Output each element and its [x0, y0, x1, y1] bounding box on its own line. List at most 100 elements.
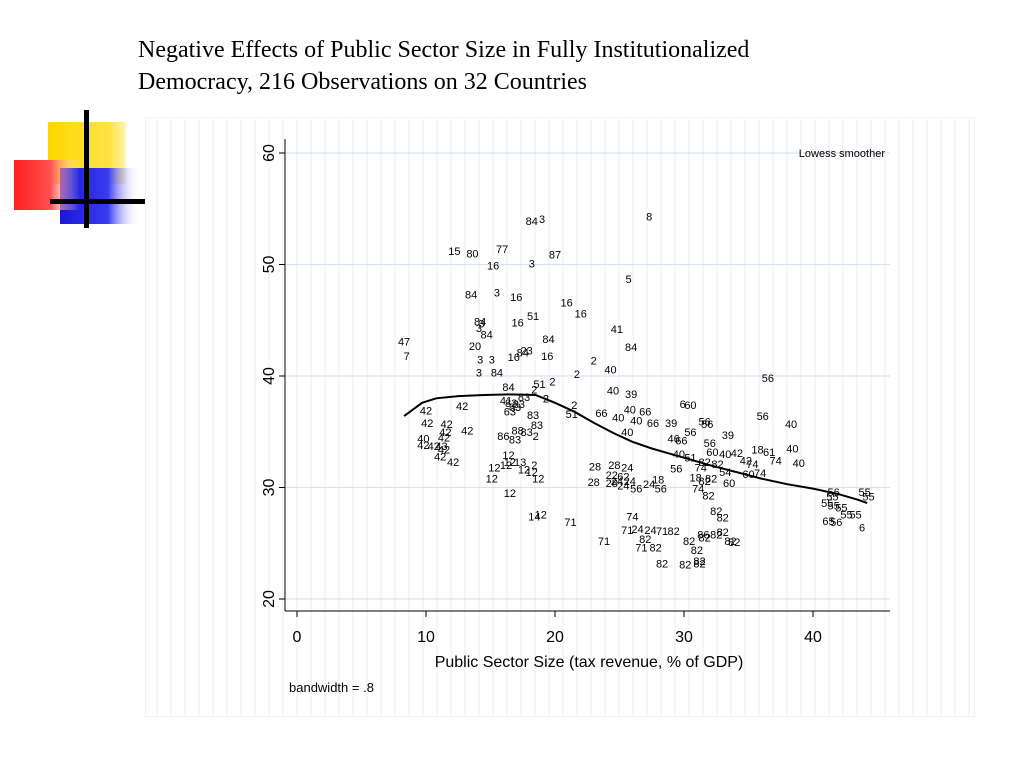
scatter-point-label: 40	[604, 364, 616, 376]
x-tick-label: 30	[675, 629, 693, 646]
scatter-point-label: 12	[518, 465, 530, 477]
scatter-point-label: 16	[508, 352, 520, 364]
scatter-point-label: 42	[434, 451, 446, 463]
scatter-point-label: 40	[607, 385, 619, 397]
scatter-point-label: 13	[514, 457, 526, 469]
scatter-point-label: 84	[465, 290, 477, 302]
scatter-point-label: 14	[528, 511, 540, 523]
scatter-point-label: 71	[564, 517, 576, 529]
scatter-point-label: 47	[398, 336, 410, 348]
scatter-point-label: 84	[517, 348, 529, 360]
decorative-corner-graphic	[14, 110, 146, 228]
scatter-point-label: 42	[461, 426, 473, 438]
scatter-point-label: 41	[500, 396, 512, 408]
scatter-point-label: 63	[504, 407, 516, 419]
scatter-point-label: 82	[717, 527, 729, 539]
scatter-point-label: 60	[684, 400, 696, 412]
scatter-point-label: 55	[840, 509, 852, 521]
scatter-point-label: 42	[731, 448, 743, 460]
y-tick-label: 30	[261, 479, 278, 497]
scatter-point-label: 84	[474, 316, 486, 328]
scatter-point-label: 40	[786, 443, 798, 455]
scatter-point-label: 82	[699, 533, 711, 545]
scatter-point-label: 82	[699, 476, 711, 488]
scatter-point-label: 82	[693, 556, 705, 568]
scatter-point-label: 12	[500, 460, 512, 472]
scatter-point-label: 46	[668, 433, 680, 445]
scatter-point-label: 66	[675, 436, 687, 448]
scatter-point-label: 40	[719, 449, 731, 461]
slide-title-line-1: Negative Effects of Public Sector Size i…	[138, 37, 750, 63]
scatter-point-label: 62	[617, 471, 629, 483]
scatter-point-label: 56	[701, 419, 713, 431]
scatter-point-label: 56	[699, 417, 711, 429]
scatter-point-label: 56	[630, 484, 642, 496]
scatter-point-label: 82	[702, 490, 714, 502]
scatter-point-label: 12	[532, 474, 544, 486]
scatter-point-label: 2	[571, 400, 577, 412]
slide-title: Negative Effects of Public Sector Size i…	[138, 34, 898, 98]
scatter-point-label: 28	[606, 478, 618, 490]
scatter-point-label: 24	[617, 480, 629, 492]
scatter-point-label: 42	[447, 457, 459, 469]
scatter-point-label: 83	[520, 427, 532, 439]
scatter-point-label: 3	[529, 258, 535, 270]
scatter-point-label: 82	[705, 474, 717, 486]
y-gridlines	[286, 152, 890, 600]
scatter-point-label: 83	[531, 420, 543, 432]
scatter-point-label: 83	[527, 410, 539, 422]
scatter-point-label: 74	[692, 484, 704, 496]
scatter-point-label: 6	[859, 523, 865, 535]
x-tick-label: 10	[417, 629, 435, 646]
scatter-point-label: 86	[697, 529, 709, 541]
scatter-point-label: 71	[656, 526, 668, 538]
scatter-point-label: 3	[476, 368, 482, 380]
scatter-point-label: 3	[476, 323, 482, 335]
scatter-point-label: 43	[435, 441, 447, 453]
scatter-point-label: 2	[591, 355, 597, 367]
lowess-smoother-line	[403, 393, 868, 505]
scatter-point-label: 66	[639, 407, 651, 419]
scatter-point-label: 83	[509, 402, 521, 414]
scatter-point-label: 84	[481, 330, 493, 342]
scatter-point-label: 42	[421, 418, 433, 430]
scatter-point-label: 28	[608, 460, 620, 472]
y-tick-label: 40	[261, 367, 278, 385]
chart-panel: 20 30 40 50 60 0 10 20 30 40 84 3 8 15 80 77 87 16 3 5 84 3…	[145, 117, 975, 717]
scatter-point-label: 6	[680, 399, 686, 411]
scatter-point-label: 74	[695, 462, 707, 474]
scatter-point-label: 2	[531, 384, 537, 396]
scatter-point-label: 60	[723, 478, 735, 490]
scatter-point-label: 3	[489, 354, 495, 366]
scatter-point-label: 83	[509, 435, 521, 447]
scatter-point-label: 3	[478, 319, 484, 331]
scatter-point-label: 55	[862, 491, 874, 503]
scatter-point-label: 20	[469, 341, 481, 353]
scatter-point-label: 56	[704, 438, 716, 450]
scatter-point-label: 28	[588, 477, 600, 489]
scatter-point-label: 12	[504, 488, 516, 500]
scatter-point-label: 56	[684, 427, 696, 439]
scatter-point-label: 80	[466, 248, 478, 260]
scatter-point-label: 12	[526, 467, 538, 479]
scatter-point-label: 82	[710, 506, 722, 518]
scatter-point-label: 39	[625, 389, 637, 401]
scatter-point-label: 86	[497, 431, 509, 443]
scatter-point-label: 24	[644, 525, 656, 537]
scatter-point-label: 3	[539, 214, 545, 226]
scatter-point-label: 24	[611, 476, 623, 488]
scatter-point-label: 56	[757, 411, 769, 423]
scatter-point-label: 40	[793, 458, 805, 470]
scatter-point-label: 42	[417, 440, 429, 452]
scatter-point-label: 84	[625, 342, 637, 354]
scatter-point-label: 88	[511, 426, 523, 438]
scatter-point-label: 83	[513, 399, 525, 411]
scatter-point-label: 16	[487, 261, 499, 273]
scatter-point-label: 2	[533, 431, 539, 443]
scatter-point-label: 16	[541, 351, 553, 363]
scatter-point-label: 74	[746, 459, 758, 471]
scatter-point-label: 55	[835, 503, 847, 515]
scatter-point-label: 42	[420, 406, 432, 418]
y-tick-label: 50	[261, 256, 278, 274]
